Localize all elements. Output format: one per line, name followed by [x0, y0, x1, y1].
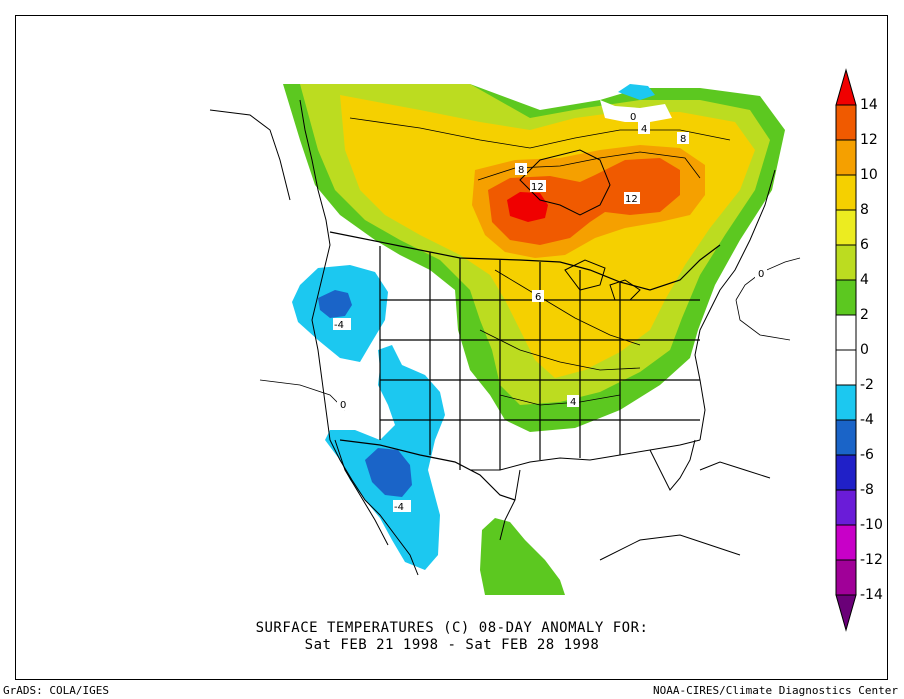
- shade-plus12: [507, 192, 548, 222]
- colorbar-seg-m0: [835, 349, 857, 386]
- colorbar-label: -8: [860, 482, 874, 498]
- colorbar-label: 0: [860, 342, 869, 358]
- colorbar-seg-m12: [835, 559, 857, 596]
- colorbar-seg-m6: [835, 454, 857, 491]
- map-title-line1: SURFACE TEMPERATURES (C) 08-DAY ANOMALY …: [255, 620, 649, 636]
- colorbar-label: 14: [860, 97, 878, 113]
- colorbar-label: 12: [860, 132, 878, 148]
- shade-minus4-sw: [365, 448, 412, 497]
- colorbar-label: 8: [860, 202, 869, 218]
- plot-frame: [15, 15, 888, 680]
- colorbar-seg-12: [835, 104, 857, 141]
- colorbar-seg-m2: [835, 384, 857, 421]
- contour-label-boxes: [333, 110, 767, 512]
- coastlines: [209, 99, 776, 576]
- colorbar-label: 6: [860, 237, 869, 253]
- colorbar-seg-m4: [835, 419, 857, 456]
- colorbar: [835, 68, 857, 632]
- colorbar-label: 10: [860, 167, 878, 183]
- shade-plus10: [488, 158, 680, 245]
- colorbar-label: 2: [860, 307, 869, 323]
- colorbar-seg-0: [835, 314, 857, 351]
- colorbar-seg-m8: [835, 489, 857, 526]
- contour-label-6: 6: [535, 292, 541, 303]
- contour-labels: 0 4 8 8 12 12 6 4 -4 -4 0 0: [334, 112, 764, 513]
- contour-label-neg4-nw: -4: [334, 320, 344, 331]
- colorbar-seg-8: [835, 174, 857, 211]
- footer-credit-left: GrADS: COLA/IGES: [3, 684, 109, 697]
- shade-minus4-nw: [318, 290, 352, 318]
- contour-label-0-west: 0: [340, 400, 346, 411]
- contour-label-0-north: 0: [630, 112, 636, 123]
- colorbar-label: -14: [860, 587, 883, 603]
- map-title-line2: Sat FEB 21 1998 - Sat FEB 28 1998: [304, 637, 600, 653]
- colorbar-seg-m10: [835, 524, 857, 561]
- colorbar-top-triangle: [835, 68, 857, 106]
- contour-label-12-a: 12: [531, 182, 544, 193]
- colorbar-seg-6: [835, 209, 857, 246]
- colorbar-seg-2: [835, 279, 857, 316]
- footer-credit-right: NOAA-CIRES/Climate Diagnostics Center: [652, 684, 898, 697]
- contour-label-8-hb: 8: [518, 165, 524, 176]
- colorbar-bottom-triangle: [835, 594, 857, 632]
- shade-plus2-mexico: [480, 518, 565, 595]
- contour-label-neg4-sw: -4: [394, 502, 404, 513]
- colorbar-seg-10: [835, 139, 857, 176]
- colorbar-label: -12: [860, 552, 883, 568]
- contour-label-4-south: 4: [570, 397, 576, 408]
- colorbar-label: 4: [860, 272, 869, 288]
- colorbar-label: -2: [860, 377, 874, 393]
- contour-label-12-b: 12: [625, 194, 638, 205]
- contour-lines: [259, 117, 801, 411]
- shade-minus2-arctic: [618, 84, 655, 100]
- colorbar-label: -10: [860, 517, 883, 533]
- colorbar-label: -4: [860, 412, 874, 428]
- contour-label-4-north: 4: [641, 124, 647, 135]
- contour-label-8-ne: 8: [680, 134, 686, 145]
- contour-label-0-atl: 0: [758, 269, 764, 280]
- colorbar-seg-4: [835, 244, 857, 281]
- colorbar-label: -6: [860, 447, 874, 463]
